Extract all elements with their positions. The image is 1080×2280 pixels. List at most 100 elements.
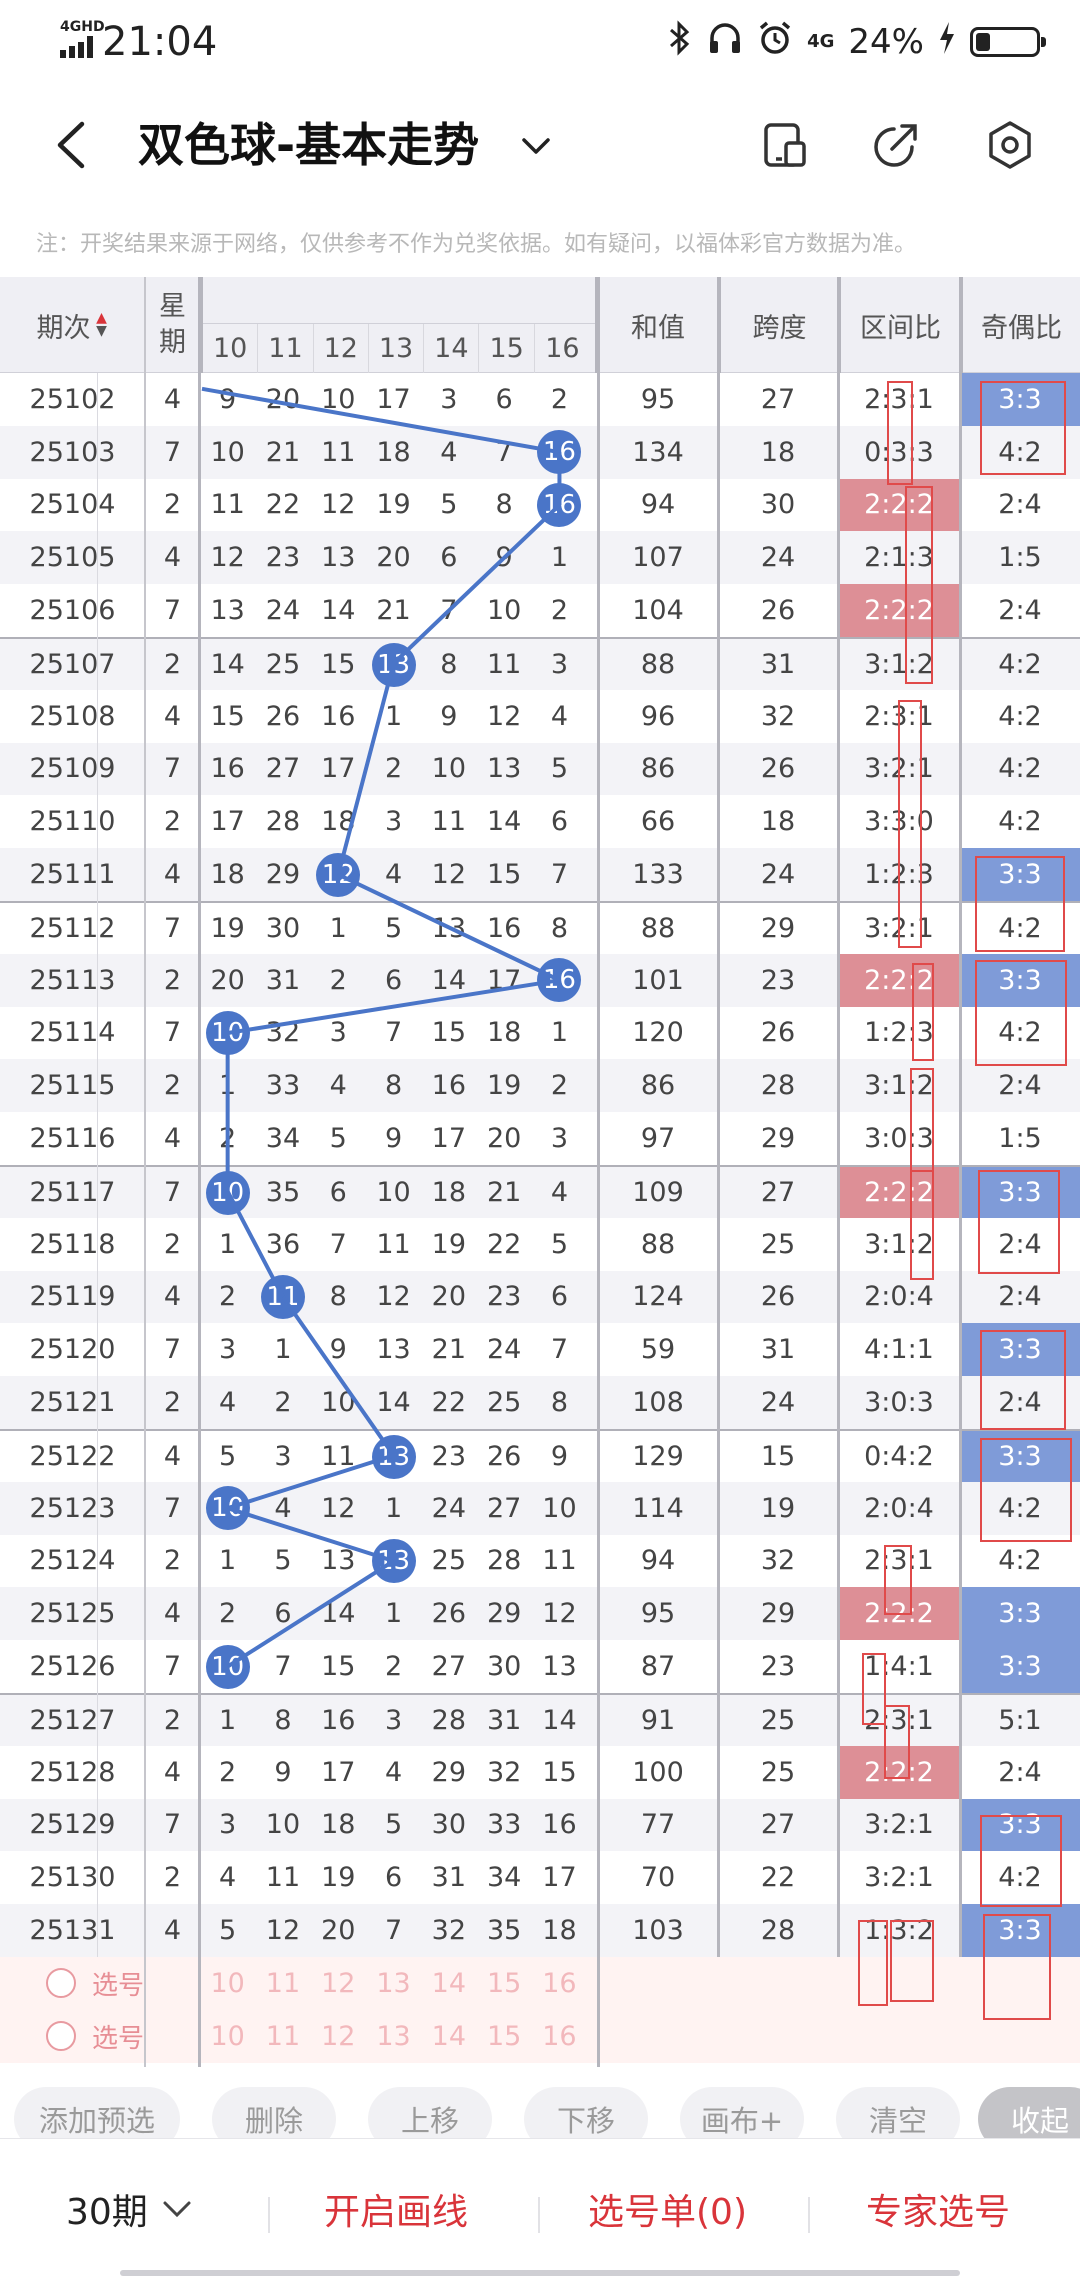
draw-line-button[interactable]: 开启画线 bbox=[324, 2192, 469, 2233]
settings-icon[interactable] bbox=[982, 117, 1038, 173]
annotation-box bbox=[983, 1914, 1051, 2020]
pick-number[interactable]: 14 bbox=[431, 1967, 467, 1999]
number-cell: 1 bbox=[274, 1334, 292, 1366]
table-row: 25118 2 1 36 7 11 19 22 5 88 25 3:1:2 2:4 bbox=[0, 1218, 1080, 1271]
pick-numbers: 10 11 12 13 14 15 16 bbox=[200, 2010, 598, 2063]
period-cell: 25119 bbox=[29, 1281, 116, 1313]
odd-even-ratio-cell: 4:2 bbox=[998, 436, 1042, 468]
number-cell: 13 bbox=[210, 595, 245, 627]
pick-number[interactable]: 10 bbox=[210, 1967, 245, 1999]
header-week: 星期 bbox=[145, 277, 200, 373]
week-cell: 7 bbox=[163, 753, 182, 785]
number-cell: 9 bbox=[440, 700, 458, 732]
period-selector[interactable]: 30期 bbox=[66, 2179, 194, 2239]
odd-even-ratio-cell: 4:2 bbox=[998, 648, 1042, 680]
span-cell: 29 bbox=[760, 912, 796, 944]
header-col-11: 11 bbox=[258, 324, 314, 373]
hit-ball: 10 bbox=[205, 1010, 250, 1055]
number-cell: 15 bbox=[542, 1756, 577, 1788]
number-cell: 17 bbox=[321, 1756, 356, 1788]
span-cell: 27 bbox=[760, 383, 796, 415]
number-cell: 35 bbox=[486, 1915, 522, 1946]
number-cell: 16 bbox=[532, 426, 587, 479]
pick-number[interactable]: 11 bbox=[265, 2020, 301, 2052]
radio-circle-icon[interactable] bbox=[46, 1968, 76, 1999]
number-cell: 13 bbox=[542, 1651, 577, 1683]
number-cell: 12 bbox=[311, 848, 366, 901]
pick-list-button[interactable]: 选号单(0) bbox=[588, 2192, 747, 2233]
header-col-14: 14 bbox=[424, 324, 480, 373]
span-cell: 26 bbox=[760, 1017, 796, 1049]
period-cell: 25128 bbox=[29, 1756, 116, 1788]
hit-ball: 13 bbox=[371, 1538, 416, 1583]
hit-ball: 12 bbox=[316, 852, 361, 897]
grid-line bbox=[97, 373, 98, 1957]
number-cell: 12 bbox=[210, 542, 245, 574]
zone-ratio-cell: 2:2:2 bbox=[838, 478, 960, 532]
number-cell: 2 bbox=[219, 1598, 237, 1630]
pick-number[interactable]: 16 bbox=[542, 1967, 577, 1999]
chevron-down-icon[interactable] bbox=[518, 131, 554, 161]
sum-cell: 114 bbox=[632, 1492, 684, 1524]
pick-number[interactable]: 15 bbox=[486, 1967, 522, 1999]
odd-even-ratio-cell: 2:4 bbox=[998, 595, 1042, 627]
pick-select[interactable]: 选号 bbox=[46, 1957, 144, 2010]
pick-select[interactable]: 选号 bbox=[46, 2010, 144, 2063]
annotation-box bbox=[887, 381, 913, 485]
number-cell: 32 bbox=[486, 1756, 522, 1788]
pick-number[interactable]: 12 bbox=[321, 1967, 356, 1999]
hit-ball: 13 bbox=[371, 1435, 416, 1480]
bottom-bar: 30期 开启画线 选号单(0) 专家选号 bbox=[0, 2138, 1080, 2280]
pick-number[interactable]: 13 bbox=[376, 1967, 411, 1999]
number-cell: 18 bbox=[210, 859, 245, 891]
pick-number[interactable]: 11 bbox=[265, 1967, 301, 1999]
back-icon[interactable] bbox=[50, 120, 96, 170]
sort-icon[interactable]: ▲ ▼ bbox=[96, 310, 107, 339]
pick-number[interactable]: 16 bbox=[542, 2020, 577, 2052]
number-cell: 5 bbox=[384, 1809, 403, 1841]
number-cell: 24 bbox=[431, 1492, 467, 1524]
week-cell: 4 bbox=[163, 1598, 182, 1630]
number-cell: 12 bbox=[321, 1492, 356, 1524]
span-cell: 25 bbox=[760, 1704, 796, 1736]
pick-number[interactable]: 15 bbox=[486, 2020, 522, 2052]
charging-icon bbox=[938, 21, 956, 64]
pick-number[interactable]: 10 bbox=[210, 2020, 245, 2052]
number-cell: 5 bbox=[219, 1915, 237, 1946]
odd-even-ratio-cell: 2:4 bbox=[998, 1228, 1042, 1260]
hit-ball: 13 bbox=[371, 643, 416, 688]
number-cell: 20 bbox=[265, 383, 301, 415]
pick-number[interactable]: 14 bbox=[431, 2020, 467, 2052]
sum-cell: 86 bbox=[640, 1070, 676, 1102]
battery-icon bbox=[970, 27, 1046, 57]
annotation-box bbox=[884, 1545, 912, 1615]
number-cell: 15 bbox=[486, 859, 522, 891]
pick-label: 选号 bbox=[92, 1970, 145, 2001]
zone-ratio-cell: 3:1:2 bbox=[864, 1070, 934, 1102]
pick-number[interactable]: 13 bbox=[376, 2020, 411, 2052]
header-period[interactable]: 期次 ▲ ▼ bbox=[0, 277, 145, 373]
odd-even-ratio-cell: 4:2 bbox=[998, 806, 1042, 838]
pick-number[interactable]: 12 bbox=[321, 2020, 356, 2052]
share-icon[interactable] bbox=[868, 117, 924, 173]
hit-ball: 16 bbox=[537, 430, 582, 475]
page-title[interactable]: 双色球-基本走势 bbox=[138, 118, 480, 172]
number-cell: 6 bbox=[440, 542, 458, 574]
radio-circle-icon[interactable] bbox=[46, 2021, 76, 2052]
odd-even-ratio-cell: 4:2 bbox=[998, 1492, 1042, 1524]
phone-icon[interactable] bbox=[756, 117, 812, 173]
number-cell: 2 bbox=[384, 753, 403, 785]
table-row: 25131 4 5 12 20 7 32 35 18 103 28 1:3:2 3:3 bbox=[0, 1904, 1080, 1957]
number-cell: 10 bbox=[486, 595, 522, 627]
annotation-box bbox=[912, 963, 934, 1061]
number-cell: 6 bbox=[329, 1176, 347, 1208]
header-odd-even-ratio: 奇偶比 bbox=[960, 277, 1080, 373]
span-cell: 24 bbox=[760, 1387, 796, 1419]
hit-ball: 11 bbox=[260, 1274, 305, 1319]
number-cell: 2 bbox=[219, 1281, 237, 1313]
expert-pick-button[interactable]: 专家选号 bbox=[866, 2192, 1011, 2233]
number-cell: 31 bbox=[265, 964, 301, 996]
number-cell: 14 bbox=[376, 1387, 411, 1419]
odd-even-ratio-cell: 4:2 bbox=[998, 1017, 1042, 1049]
number-cell: 5 bbox=[550, 1228, 569, 1260]
